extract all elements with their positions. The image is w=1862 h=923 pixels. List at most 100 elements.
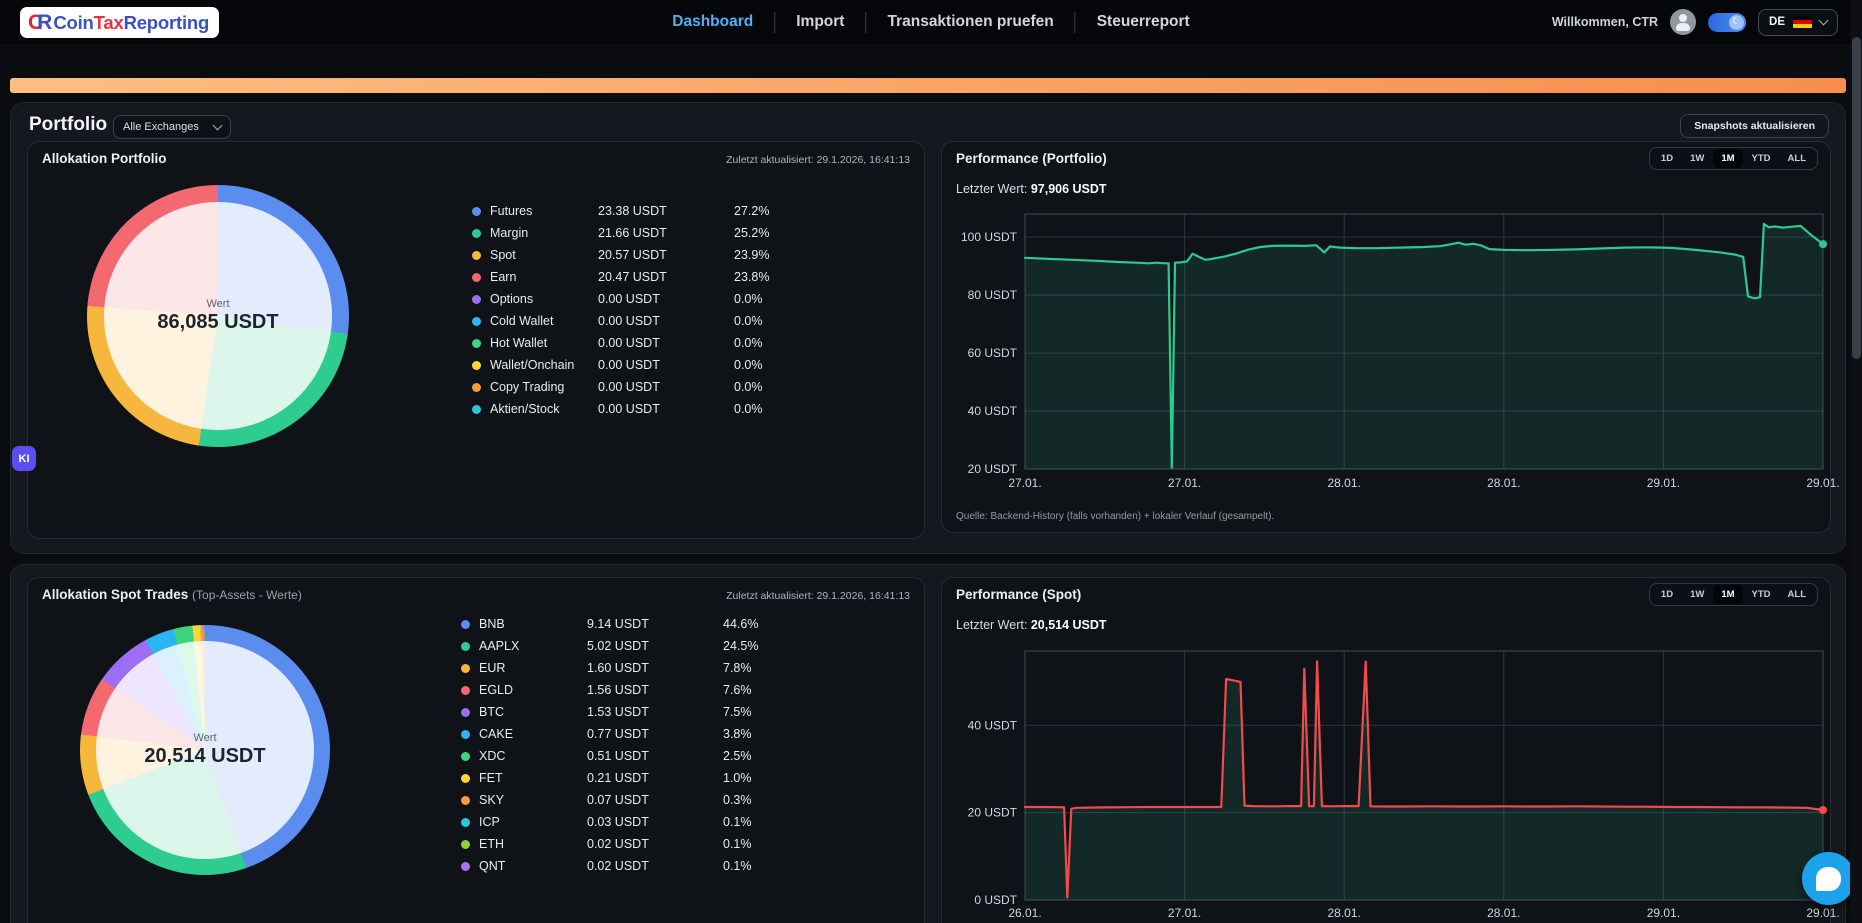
nav-item-dashboard[interactable]: Dashboard — [672, 13, 753, 31]
welcome-text: Willkommen, CTR — [1552, 15, 1658, 29]
language-selector[interactable]: DE — [1758, 9, 1838, 36]
legend-percent: 7.6% — [723, 683, 803, 697]
legend-label: Copy Trading — [490, 380, 598, 394]
legend-label: Options — [490, 292, 598, 306]
range-button-ytd[interactable]: YTD — [1744, 149, 1779, 168]
portfolio-donut-chart: Wert 86,085 USDT — [87, 185, 349, 447]
legend-label: QNT — [479, 859, 587, 873]
svg-text:28.01.: 28.01. — [1487, 906, 1520, 920]
legend-dot-icon — [472, 273, 481, 282]
legend-percent: 0.0% — [734, 292, 814, 306]
spot-line-chart: 26.01.27.01.28.01.28.01.29.01.29.01.0 US… — [954, 638, 1830, 923]
nav-item-steuerreport[interactable]: Steuerreport — [1097, 13, 1190, 31]
range-selector: 1D1W1MYTDALL — [1649, 147, 1818, 170]
dashboard-page: { "navbar": { "logo": { "mono_c": "C", "… — [0, 0, 1862, 923]
svg-text:29.01.: 29.01. — [1647, 476, 1680, 490]
nav-item-import[interactable]: Import — [796, 13, 844, 31]
refresh-snapshots-button[interactable]: Snapshots aktualisieren — [1680, 114, 1829, 138]
legend-dot-icon — [461, 774, 470, 783]
legend-row: Options0.00 USDT0.0% — [472, 288, 917, 310]
legend-row: AAPLX5.02 USDT24.5% — [461, 635, 906, 657]
nav-separator — [865, 12, 866, 33]
legend-percent: 0.1% — [723, 837, 803, 851]
legend-value: 0.00 USDT — [598, 380, 734, 394]
legend-value: 0.00 USDT — [598, 314, 734, 328]
legend-dot-icon — [461, 862, 470, 871]
last-updated-timestamp: Zuletzt aktualisiert: 29.1.2026, 16:41:1… — [726, 590, 910, 602]
legend-dot-icon — [472, 229, 481, 238]
language-code: DE — [1769, 16, 1785, 28]
legend-row: Wallet/Onchain0.00 USDT0.0% — [472, 354, 917, 376]
legend-label: BTC — [479, 705, 587, 719]
last-updated-timestamp: Zuletzt aktualisiert: 29.1.2026, 16:41:1… — [726, 154, 910, 166]
legend-value: 0.02 USDT — [587, 859, 723, 873]
ki-assistant-button[interactable]: KI — [12, 446, 36, 471]
legend-value: 9.14 USDT — [587, 617, 723, 631]
range-button-1d[interactable]: 1D — [1653, 149, 1681, 168]
legend-percent: 24.5% — [723, 639, 803, 653]
range-button-1m[interactable]: 1M — [1713, 149, 1742, 168]
legend-value: 21.66 USDT — [598, 226, 734, 240]
legend-percent: 7.5% — [723, 705, 803, 719]
legend-value: 1.56 USDT — [587, 683, 723, 697]
legend-percent: 27.2% — [734, 204, 814, 218]
legend-label: AAPLX — [479, 639, 587, 653]
legend-row: Earn20.47 USDT23.8% — [472, 266, 917, 288]
legend-label: CAKE — [479, 727, 587, 741]
legend-row: CAKE0.77 USDT3.8% — [461, 723, 906, 745]
legend-dot-icon — [472, 383, 481, 392]
legend-value: 0.21 USDT — [587, 771, 723, 785]
nav-item-transaktionen-pruefen[interactable]: Transaktionen pruefen — [887, 13, 1053, 31]
avatar-person-icon — [1679, 14, 1687, 22]
range-button-1d[interactable]: 1D — [1653, 585, 1681, 604]
scrollbar-thumb[interactable] — [1852, 37, 1861, 359]
legend-dot-icon — [461, 818, 470, 827]
legend-label: Spot — [490, 248, 598, 262]
legend-value: 1.60 USDT — [587, 661, 723, 675]
legend-dot-icon — [461, 730, 470, 739]
range-button-all[interactable]: ALL — [1780, 149, 1814, 168]
app-logo[interactable]: CR CoinTaxReporting — [20, 7, 219, 38]
legend-row: SKY0.07 USDT0.3% — [461, 789, 906, 811]
portfolio-panel: Portfolio Alle Exchanges Snapshots aktua… — [10, 102, 1846, 554]
legend-dot-icon — [461, 796, 470, 805]
legend-value: 0.00 USDT — [598, 402, 734, 416]
legend-label: Earn — [490, 270, 598, 284]
legend-value: 20.47 USDT — [598, 270, 734, 284]
range-button-ytd[interactable]: YTD — [1744, 585, 1779, 604]
last-value-text: Letzter Wert: 20,514 USDT — [956, 618, 1107, 632]
navbar-right-cluster: Willkommen, CTR ☾ DE — [1552, 0, 1838, 44]
legend-dot-icon — [461, 708, 470, 717]
legend-label: Hot Wallet — [490, 336, 598, 350]
svg-text:28.01.: 28.01. — [1487, 476, 1520, 490]
nav-separator — [1075, 12, 1076, 33]
svg-text:27.01.: 27.01. — [1168, 476, 1201, 490]
exchange-filter-select[interactable]: Alle Exchanges — [113, 115, 231, 139]
range-button-1w[interactable]: 1W — [1682, 149, 1712, 168]
card-subtitle: (Top-Assets - Werte) — [192, 588, 302, 602]
legend-percent: 0.0% — [734, 336, 814, 350]
legend-row: Futures23.38 USDT27.2% — [472, 200, 917, 222]
dark-mode-toggle[interactable]: ☾ — [1708, 13, 1746, 32]
user-avatar[interactable] — [1670, 9, 1696, 35]
chat-widget-button[interactable] — [1802, 852, 1855, 905]
legend-label: Futures — [490, 204, 598, 218]
range-selector: 1D1W1MYTDALL — [1649, 583, 1818, 606]
range-button-all[interactable]: ALL — [1780, 585, 1814, 604]
legend-percent: 0.1% — [723, 859, 803, 873]
range-button-1m[interactable]: 1M — [1713, 585, 1742, 604]
legend-row: XDC0.51 USDT2.5% — [461, 745, 906, 767]
legend-percent: 7.8% — [723, 661, 803, 675]
legend-dot-icon — [472, 295, 481, 304]
svg-text:27.01.: 27.01. — [1008, 476, 1041, 490]
legend-row: Aktien/Stock0.00 USDT0.0% — [472, 398, 917, 420]
range-button-1w[interactable]: 1W — [1682, 585, 1712, 604]
spot-panel: Allokation Spot Trades (Top-Assets - Wer… — [10, 564, 1846, 923]
legend-percent: 2.5% — [723, 749, 803, 763]
card-title: Performance (Portfolio) — [956, 151, 1107, 166]
svg-text:40 USDT: 40 USDT — [968, 404, 1018, 418]
legend-row: ETH0.02 USDT0.1% — [461, 833, 906, 855]
legend-label: ICP — [479, 815, 587, 829]
german-flag-icon — [1793, 16, 1812, 28]
svg-text:27.01.: 27.01. — [1168, 906, 1201, 920]
